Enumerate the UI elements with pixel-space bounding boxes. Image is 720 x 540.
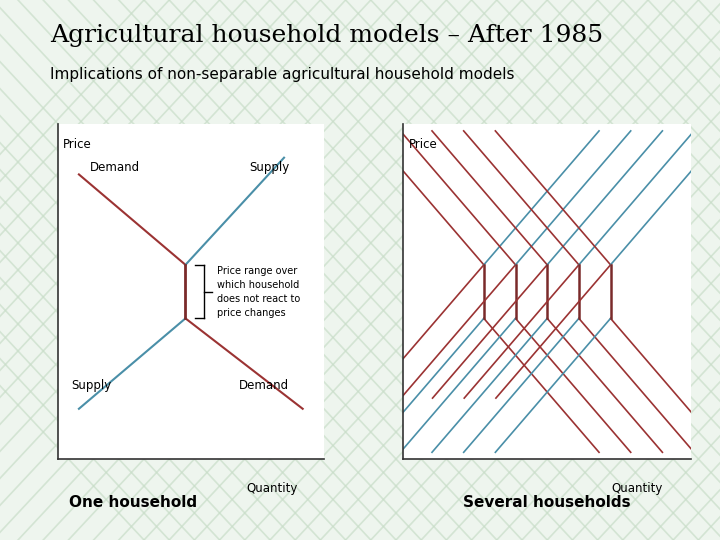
Text: Price range over
which household
does not react to
price changes: Price range over which household does no… xyxy=(217,266,301,318)
Text: Implications of non-separable agricultural household models: Implications of non-separable agricultur… xyxy=(50,68,515,83)
Text: Supply: Supply xyxy=(71,379,111,392)
Text: One household: One household xyxy=(69,495,197,510)
Text: Several households: Several households xyxy=(464,495,631,510)
Text: Price: Price xyxy=(63,138,91,151)
Text: Demand: Demand xyxy=(239,379,289,392)
Text: Quantity: Quantity xyxy=(246,482,297,495)
Text: Agricultural household models – After 1985: Agricultural household models – After 19… xyxy=(50,24,603,48)
Text: Quantity: Quantity xyxy=(611,482,662,495)
Text: Price: Price xyxy=(409,138,438,151)
Text: Demand: Demand xyxy=(89,161,140,174)
Text: Supply: Supply xyxy=(249,161,289,174)
